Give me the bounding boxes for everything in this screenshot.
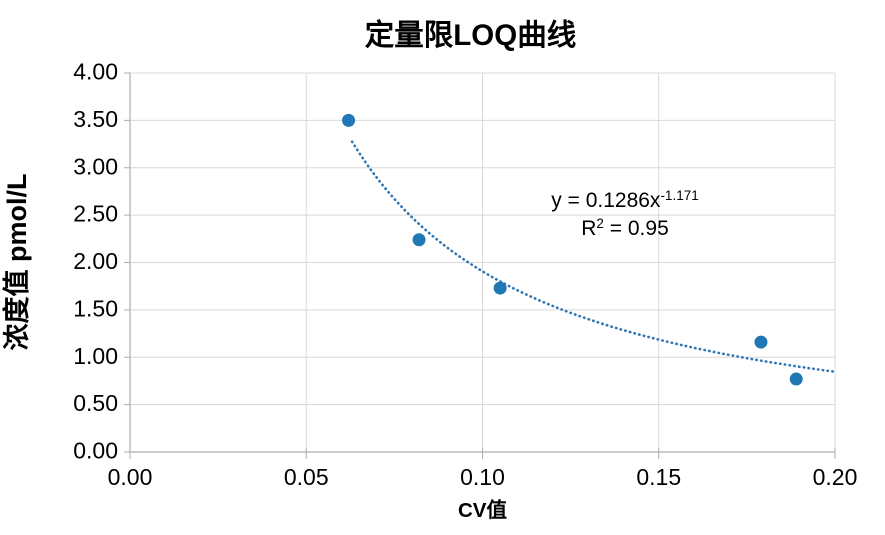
svg-text:CV值: CV值: [458, 498, 507, 522]
svg-text:y = 0.1286x-1.171: y = 0.1286x-1.171: [551, 188, 698, 212]
svg-text:0.10: 0.10: [460, 464, 505, 490]
svg-text:0.05: 0.05: [284, 464, 329, 490]
svg-text:0.50: 0.50: [73, 390, 118, 416]
svg-text:1.00: 1.00: [73, 343, 118, 369]
svg-text:3.50: 3.50: [73, 106, 118, 132]
svg-text:0.00: 0.00: [73, 438, 118, 464]
svg-text:0.15: 0.15: [636, 464, 681, 490]
svg-text:浓度值 pmol/L: 浓度值 pmol/L: [1, 174, 32, 351]
svg-text:3.00: 3.00: [73, 153, 118, 179]
svg-text:0.20: 0.20: [813, 464, 858, 490]
svg-text:4.00: 4.00: [73, 59, 118, 85]
svg-text:2.50: 2.50: [73, 201, 118, 227]
svg-text:1.50: 1.50: [73, 295, 118, 321]
svg-text:0.00: 0.00: [108, 464, 153, 490]
svg-text:2.00: 2.00: [73, 248, 118, 274]
svg-text:R2 = 0.95: R2 = 0.95: [581, 216, 669, 240]
